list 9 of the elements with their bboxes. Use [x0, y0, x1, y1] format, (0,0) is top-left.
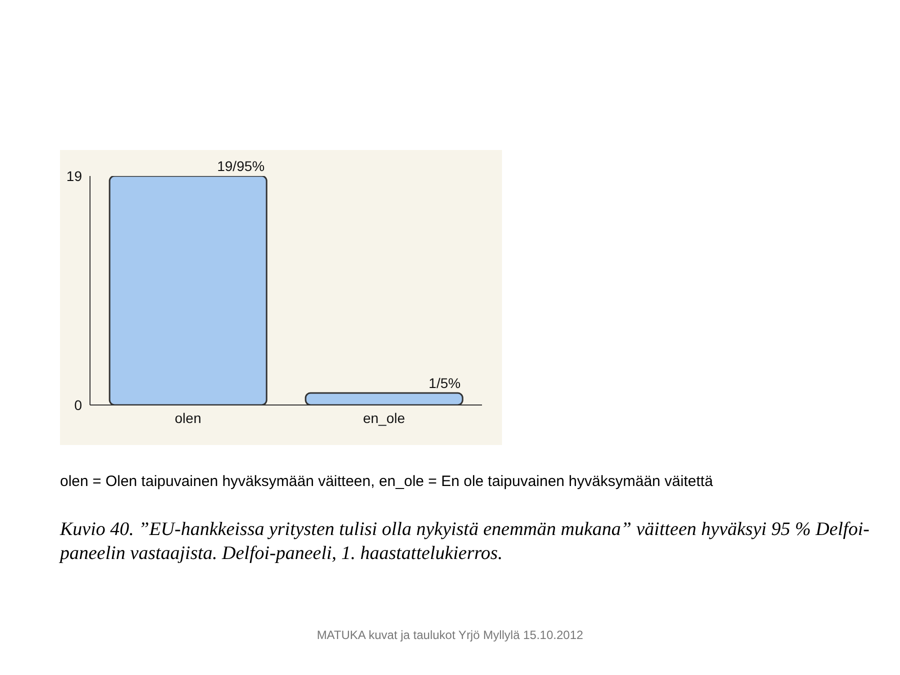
text: olen = Olen taipuvainen hyväksymään väitteen, en_ole = En ole taipuvainen hyväksymään väitettä — [60, 473, 713, 490]
text: MATUKA kuvat ja taulukot Yrjö Myllylä 15.10.2012 — [316, 627, 584, 644]
text: Kuvio 40. ”EU-hankkeissa yritysten tulisi olla nykyistä enemmän mukana” väitteen hyväksyi 95 % Delfoi-paneelin vastaajista. Delfoi-paneeli, 1. haastattelukierros. — [60, 518, 870, 566]
x-tick-label: olen — [174, 410, 202, 426]
y-tick-label: 19 — [66, 168, 82, 184]
x-tick-label: en_ole — [362, 410, 406, 426]
data-label: 19/95% — [217, 158, 265, 174]
data-label: 1/5% — [428, 374, 461, 391]
y-tick-label: 0 — [74, 396, 82, 413]
